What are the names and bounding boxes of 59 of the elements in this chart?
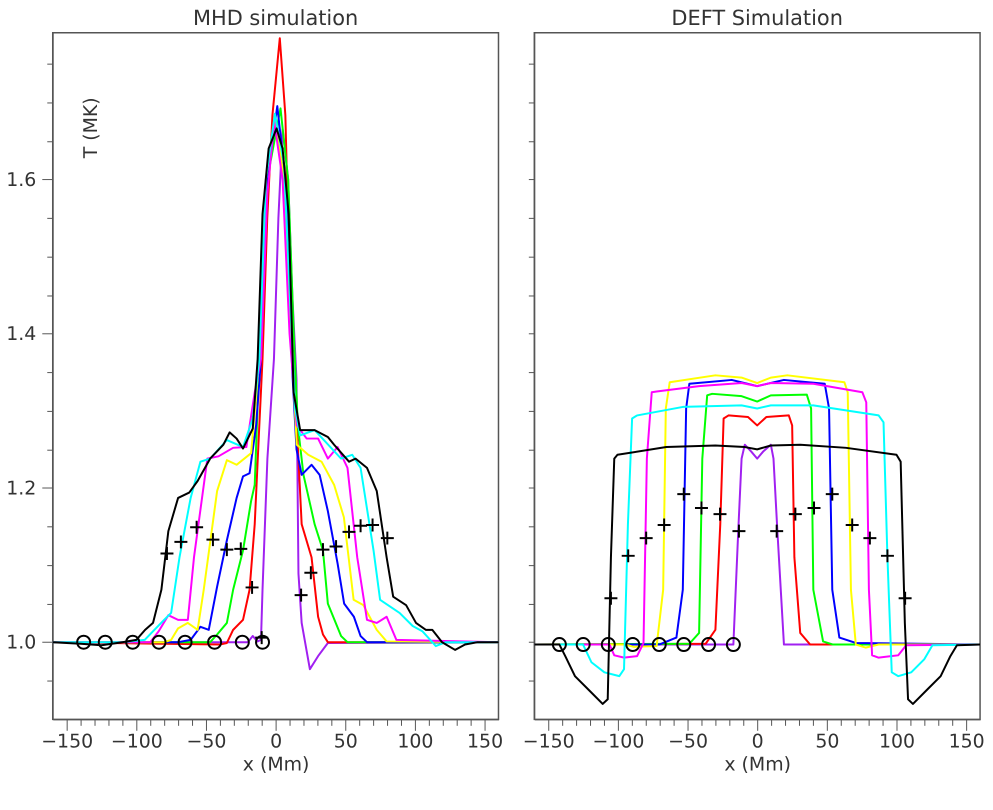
x-tick-label: −150 xyxy=(41,730,94,753)
x-tick-label: 100 xyxy=(397,730,434,753)
point xyxy=(731,524,746,539)
point xyxy=(880,548,895,564)
x-tick-label: 0 xyxy=(752,730,764,753)
chart-title: MHD simulation xyxy=(192,6,358,30)
point xyxy=(380,530,395,546)
x-tick-label: −50 xyxy=(186,730,226,753)
point xyxy=(205,532,220,548)
point xyxy=(638,530,654,546)
x-axis-title: x (Mm) xyxy=(242,754,310,776)
point xyxy=(125,634,140,650)
point xyxy=(652,637,667,652)
x-tick-label: 0 xyxy=(270,730,282,753)
point xyxy=(620,548,636,564)
point xyxy=(625,637,640,652)
point xyxy=(726,637,741,652)
point xyxy=(788,506,803,522)
point xyxy=(207,634,222,650)
x-tick-label: 100 xyxy=(878,730,916,753)
point xyxy=(676,637,692,652)
point xyxy=(769,524,784,539)
x-tick-label: 50 xyxy=(815,730,840,753)
x-tick-label: −50 xyxy=(668,730,708,753)
x-tick-label: −150 xyxy=(522,730,575,753)
y-tick-label: 1.6 xyxy=(6,168,36,191)
point xyxy=(862,530,878,546)
point xyxy=(600,637,616,652)
y-tick-label: 1.4 xyxy=(6,323,36,346)
point xyxy=(219,542,234,558)
x-tick-label: 150 xyxy=(948,730,985,753)
point xyxy=(701,637,716,652)
y-tick-label: 1.2 xyxy=(6,477,36,500)
y-axis-title: T (MK) xyxy=(80,97,102,160)
chart-title: DEFT Simulation xyxy=(671,6,843,30)
x-tick-label: 50 xyxy=(334,730,358,753)
point xyxy=(552,637,567,652)
point xyxy=(189,520,204,535)
point xyxy=(152,634,166,650)
point xyxy=(76,634,92,650)
point xyxy=(234,634,250,650)
x-tick-label: −100 xyxy=(592,730,644,753)
point xyxy=(353,518,368,534)
point xyxy=(255,634,270,650)
point xyxy=(303,565,318,580)
point xyxy=(676,486,692,502)
x-axis-title: x (Mm) xyxy=(724,754,791,776)
x-tick-label: 150 xyxy=(467,730,504,753)
point xyxy=(173,534,188,550)
point xyxy=(233,541,248,556)
point xyxy=(315,542,330,558)
point xyxy=(178,634,193,650)
point xyxy=(98,634,113,650)
y-tick-label: 1.0 xyxy=(6,632,36,654)
point xyxy=(824,486,840,502)
point xyxy=(342,524,357,540)
point xyxy=(576,637,591,652)
point xyxy=(294,588,309,603)
x-tick-label: −100 xyxy=(110,730,163,753)
